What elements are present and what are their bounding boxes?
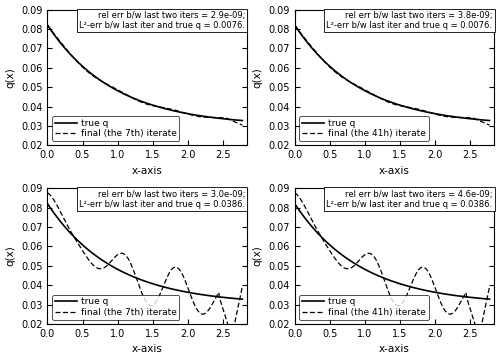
true q xyxy=(122,271,128,275)
final (the 7th) iterate xyxy=(186,289,192,293)
Legend: true q, final (the 7th) iterate: true q, final (the 7th) iterate xyxy=(52,295,180,320)
true q xyxy=(167,286,173,291)
X-axis label: x-axis: x-axis xyxy=(379,345,410,355)
final (the 41h) iterate xyxy=(315,229,321,234)
true q xyxy=(108,264,114,268)
X-axis label: x-axis: x-axis xyxy=(379,166,410,176)
final (the 41h) iterate xyxy=(355,259,361,264)
final (the 7th) iterate xyxy=(44,23,51,27)
Line: true q: true q xyxy=(294,25,490,121)
true q xyxy=(414,286,420,291)
final (the 41h) iterate xyxy=(414,107,420,111)
Text: rel err b/w last two iters = 3.8e-09;
L²-err b/w last iter and true q = 0.0076.: rel err b/w last two iters = 3.8e-09; L²… xyxy=(326,11,492,30)
final (the 41h) iterate xyxy=(292,190,298,195)
final (the 41h) iterate xyxy=(476,334,482,338)
true q xyxy=(240,118,246,123)
true q xyxy=(434,291,440,295)
final (the 41h) iterate xyxy=(315,52,321,57)
final (the 41h) iterate xyxy=(292,23,298,27)
Legend: true q, final (the 41h) iterate: true q, final (the 41h) iterate xyxy=(299,295,428,320)
final (the 41h) iterate xyxy=(486,123,492,127)
final (the 41h) iterate xyxy=(434,112,440,117)
final (the 7th) iterate xyxy=(186,112,192,117)
true q xyxy=(68,53,74,57)
final (the 41h) iterate xyxy=(369,252,375,257)
true q xyxy=(432,112,438,116)
true q xyxy=(432,290,438,294)
Line: true q: true q xyxy=(294,204,490,299)
true q xyxy=(355,85,361,89)
final (the 41h) iterate xyxy=(486,284,492,289)
Line: final (the 41h) iterate: final (the 41h) iterate xyxy=(294,25,490,125)
Y-axis label: q(x): q(x) xyxy=(6,67,16,88)
true q xyxy=(434,112,440,116)
final (the 7th) iterate xyxy=(122,252,128,257)
true q xyxy=(108,85,114,89)
true q xyxy=(68,231,74,236)
final (the 41h) iterate xyxy=(434,289,440,293)
final (the 7th) iterate xyxy=(167,270,173,274)
final (the 7th) iterate xyxy=(185,286,191,291)
true q xyxy=(185,290,191,294)
true q xyxy=(355,264,361,268)
final (the 41h) iterate xyxy=(432,286,438,291)
final (the 7th) iterate xyxy=(108,84,114,89)
final (the 7th) iterate xyxy=(240,123,246,127)
final (the 7th) iterate xyxy=(240,284,246,289)
Text: rel err b/w last two iters = 3.0e-09;
L²-err b/w last iter and true q = 0.0386.: rel err b/w last two iters = 3.0e-09; L²… xyxy=(79,189,245,209)
true q xyxy=(486,297,492,301)
Line: true q: true q xyxy=(48,204,242,299)
Line: final (the 41h) iterate: final (the 41h) iterate xyxy=(294,193,490,336)
Text: rel err b/w last two iters = 2.9e-09;
L²-err b/w last iter and true q = 0.0076.: rel err b/w last two iters = 2.9e-09; L²… xyxy=(79,11,245,30)
true q xyxy=(185,112,191,116)
true q xyxy=(369,271,375,275)
final (the 41h) iterate xyxy=(432,112,438,116)
Line: final (the 7th) iterate: final (the 7th) iterate xyxy=(48,193,242,336)
final (the 7th) iterate xyxy=(228,334,234,338)
Y-axis label: q(x): q(x) xyxy=(253,67,263,88)
true q xyxy=(186,112,192,116)
Y-axis label: q(x): q(x) xyxy=(6,246,16,266)
final (the 7th) iterate xyxy=(108,259,114,264)
final (the 41h) iterate xyxy=(414,270,420,274)
Line: final (the 7th) iterate: final (the 7th) iterate xyxy=(48,25,242,125)
final (the 7th) iterate xyxy=(44,190,51,195)
true q xyxy=(292,23,298,27)
Text: rel err b/w last two iters = 4.6e-09;
L²-err b/w last iter and true q = 0.0386.: rel err b/w last two iters = 4.6e-09; L²… xyxy=(326,189,492,209)
X-axis label: x-axis: x-axis xyxy=(132,345,163,355)
final (the 7th) iterate xyxy=(185,112,191,116)
Legend: true q, final (the 41h) iterate: true q, final (the 41h) iterate xyxy=(299,116,428,141)
final (the 41h) iterate xyxy=(355,84,361,89)
X-axis label: x-axis: x-axis xyxy=(132,166,163,176)
true q xyxy=(44,202,51,206)
true q xyxy=(186,291,192,295)
Legend: true q, final (the 7th) iterate: true q, final (the 7th) iterate xyxy=(52,116,180,141)
true q xyxy=(240,297,246,301)
final (the 7th) iterate xyxy=(167,107,173,111)
true q xyxy=(486,118,492,123)
true q xyxy=(44,23,51,27)
final (the 7th) iterate xyxy=(68,52,74,57)
true q xyxy=(315,231,321,236)
true q xyxy=(315,53,321,57)
Y-axis label: q(x): q(x) xyxy=(253,246,263,266)
final (the 7th) iterate xyxy=(122,91,128,96)
final (the 41h) iterate xyxy=(369,91,375,96)
true q xyxy=(167,108,173,112)
final (the 7th) iterate xyxy=(68,229,74,234)
true q xyxy=(122,92,128,96)
true q xyxy=(369,92,375,96)
true q xyxy=(414,108,420,112)
true q xyxy=(292,202,298,206)
Line: true q: true q xyxy=(48,25,242,121)
